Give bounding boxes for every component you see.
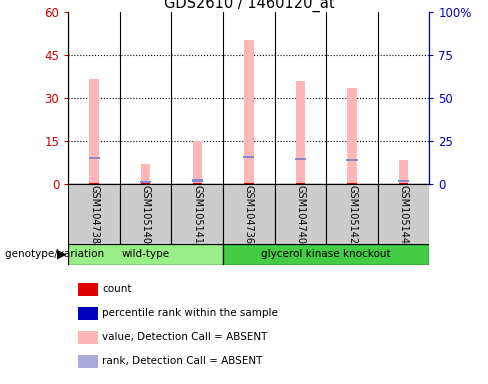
Text: wild-type: wild-type [122, 249, 170, 260]
Text: rank, Detection Call = ABSENT: rank, Detection Call = ABSENT [102, 356, 263, 366]
Text: glycerol kinase knockout: glycerol kinase knockout [262, 249, 391, 260]
Bar [89, 79, 99, 184]
Text: GSM104736: GSM104736 [244, 185, 254, 243]
Bar [141, 183, 150, 184]
Bar [78, 307, 98, 320]
Bar [78, 283, 98, 296]
Bar [398, 180, 409, 182]
Bar [68, 184, 120, 244]
Bar [347, 183, 357, 184]
Text: value, Detection Call = ABSENT: value, Detection Call = ABSENT [102, 332, 268, 342]
Bar [68, 244, 223, 265]
Bar [141, 164, 150, 184]
Bar [223, 184, 275, 244]
Bar [244, 40, 254, 184]
Text: GSM105142: GSM105142 [347, 185, 357, 243]
Bar [89, 183, 99, 184]
Text: percentile rank within the sample: percentile rank within the sample [102, 308, 278, 318]
Bar [78, 354, 98, 367]
Bar [244, 183, 254, 184]
Bar [193, 141, 202, 184]
Bar [378, 184, 429, 244]
Bar [171, 184, 223, 244]
Bar [326, 184, 378, 244]
Text: GSM104740: GSM104740 [295, 185, 305, 243]
Bar [78, 331, 98, 344]
Bar [193, 183, 202, 184]
Bar [296, 81, 305, 184]
Bar [399, 160, 408, 184]
Text: genotype/variation: genotype/variation [5, 249, 107, 260]
Text: GSM105144: GSM105144 [399, 185, 408, 243]
Text: GSM105141: GSM105141 [192, 185, 203, 243]
Bar [295, 157, 306, 160]
Bar [120, 184, 171, 244]
Bar [140, 181, 151, 184]
Bar [275, 184, 326, 244]
Text: GSM104738: GSM104738 [89, 185, 99, 243]
Text: count: count [102, 285, 132, 295]
Bar [88, 157, 100, 159]
Bar [399, 183, 408, 184]
Title: GDS2610 / 1460120_at: GDS2610 / 1460120_at [163, 0, 334, 12]
Bar [296, 183, 305, 184]
Text: ▶: ▶ [57, 248, 66, 261]
Bar [192, 179, 203, 182]
Text: GSM105140: GSM105140 [141, 185, 151, 243]
Bar [347, 88, 357, 184]
Bar [223, 244, 429, 265]
Bar [244, 156, 254, 158]
Bar [346, 159, 358, 161]
